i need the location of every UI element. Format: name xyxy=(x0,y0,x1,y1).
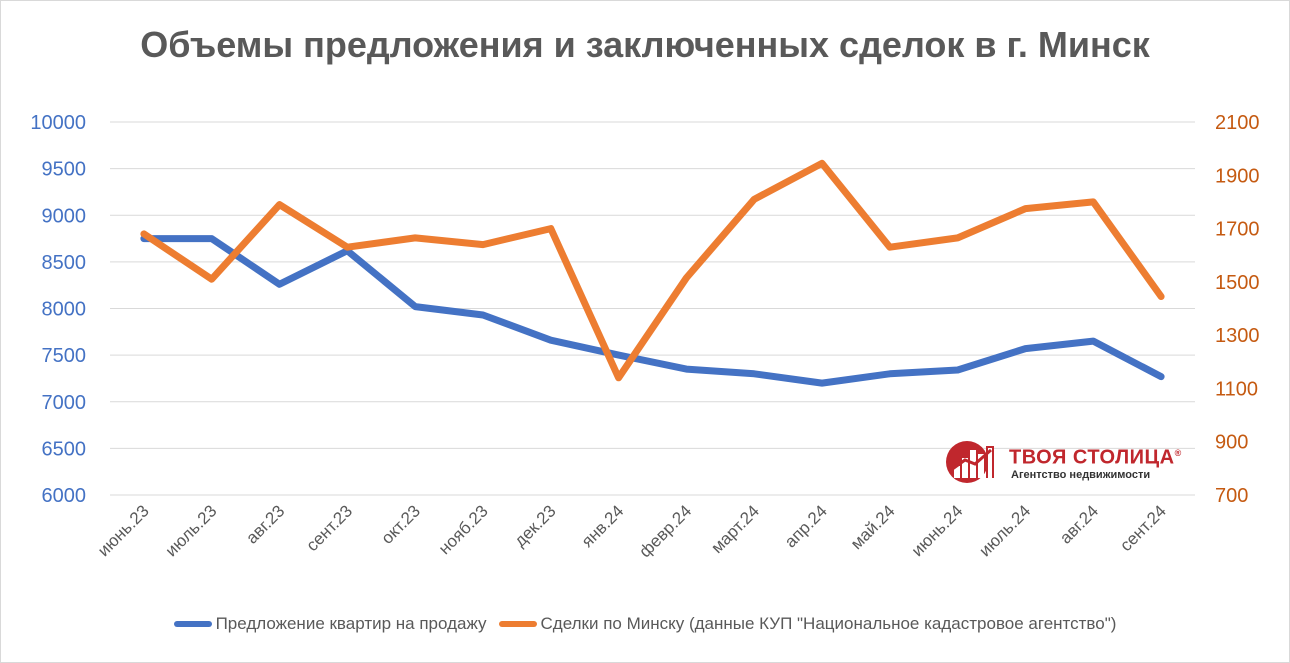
y-right-tick-label: 1100 xyxy=(1215,378,1258,400)
agency-logo: ТВОЯ СТОЛИЦА® Агентство недвижимости xyxy=(945,440,1182,484)
x-tick-label: авг.23 xyxy=(242,501,288,547)
y-right-tick-label: 1300 xyxy=(1215,325,1260,347)
series-line-deals xyxy=(140,159,1165,382)
y-right-tick-label: 900 xyxy=(1215,432,1248,454)
y-right-tick-label: 1500 xyxy=(1215,272,1260,294)
x-tick-label: июль.24 xyxy=(975,501,1034,560)
y-left-tick-label: 7500 xyxy=(42,345,87,367)
x-tick-label: окт.23 xyxy=(378,501,424,547)
y-left-tick-label: 9500 xyxy=(42,159,87,181)
x-tick-label: июль.23 xyxy=(162,501,221,560)
x-tick-label: дек.23 xyxy=(510,501,559,550)
legend-label-deals: Сделки по Минску (данные КУП "Национальн… xyxy=(540,614,1117,633)
y-left-tick-label: 6000 xyxy=(42,485,87,507)
x-tick-label: февр.24 xyxy=(635,501,695,561)
y-left-tick-label: 8000 xyxy=(42,299,87,321)
x-tick-label: май.24 xyxy=(847,501,899,553)
y-left-tick-label: 10000 xyxy=(30,112,86,134)
x-tick-label: апр.24 xyxy=(781,501,831,551)
legend-label-offers: Предложение квартир на продажу xyxy=(215,614,487,633)
chart-title: Объемы предложения и заключенных сделок … xyxy=(140,24,1150,65)
y-left-tick-label: 9000 xyxy=(42,205,87,227)
x-tick-label: июнь.24 xyxy=(908,501,967,560)
series-line-offers xyxy=(140,235,1165,387)
x-tick-label: сент.23 xyxy=(303,501,357,555)
chart-legend: Предложение квартир на продажу Сделки по… xyxy=(0,614,1290,634)
logo-name: ТВОЯ СТОЛИЦА xyxy=(1009,446,1175,469)
logo-subtitle: Агентство недвижимости xyxy=(1011,469,1151,482)
y-right-tick-label: 2100 xyxy=(1215,112,1260,134)
legend-item-deals: Сделки по Минску (данные КУП "Национальн… xyxy=(498,614,1117,634)
y-left-tick-label: 7000 xyxy=(42,392,87,414)
y-left-tick-label: 6500 xyxy=(42,438,87,460)
x-tick-label: нояб.23 xyxy=(435,501,492,558)
legend-item-offers: Предложение квартир на продажу xyxy=(173,614,487,634)
y-right-tick-label: 1700 xyxy=(1215,219,1260,241)
x-tick-label: март.24 xyxy=(707,501,763,557)
x-tick-label: авг.24 xyxy=(1056,501,1102,547)
x-tick-label: янв.24 xyxy=(578,501,628,551)
logo-registered-mark: ® xyxy=(1174,447,1182,458)
building-logo-icon xyxy=(946,441,994,483)
x-tick-label: сент.24 xyxy=(1116,501,1170,555)
legend-swatch-offers xyxy=(173,621,212,627)
y-right-tick-label: 700 xyxy=(1215,485,1248,507)
x-tick-label: июнь.23 xyxy=(94,501,153,560)
y-left-tick-label: 8500 xyxy=(42,252,87,274)
legend-swatch-deals xyxy=(498,621,537,627)
y-right-tick-label: 1900 xyxy=(1215,165,1260,187)
